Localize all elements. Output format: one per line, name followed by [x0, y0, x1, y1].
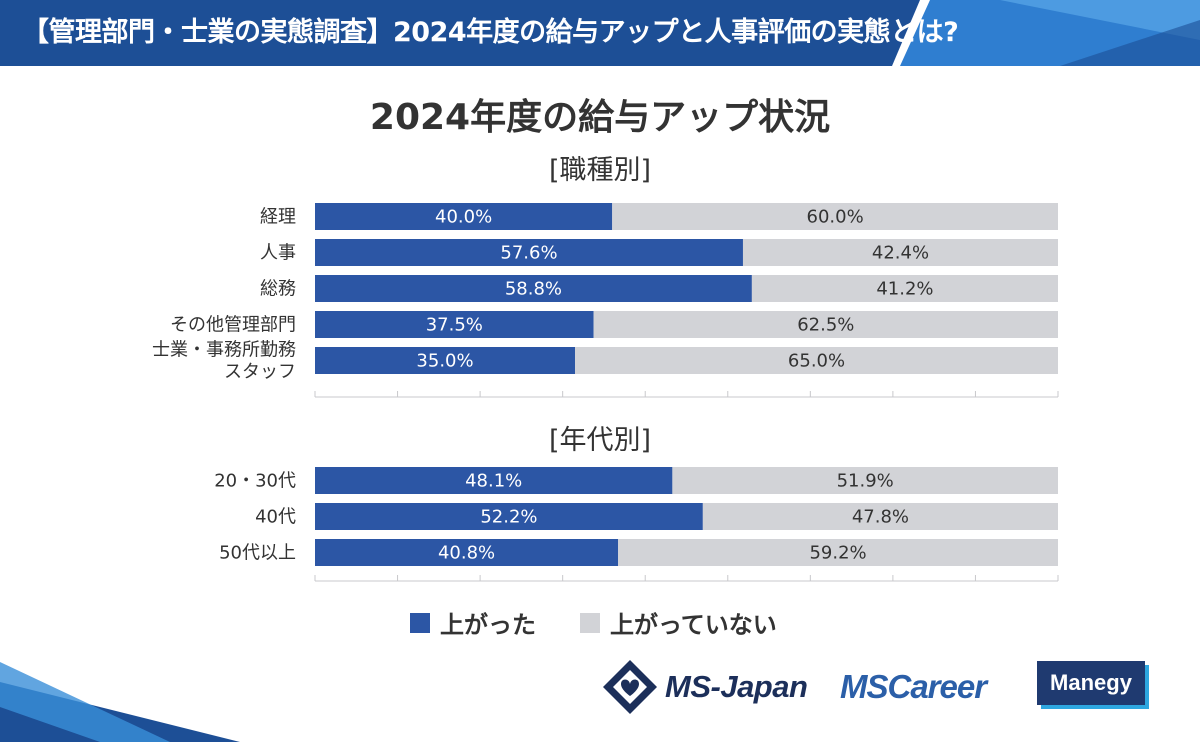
data-label-not-raised: 65.0% — [788, 351, 845, 372]
bar-segment-not-raised — [751, 275, 1058, 302]
legend-swatch-raised — [410, 612, 430, 633]
category-label: 人事 — [260, 243, 296, 264]
header-banner — [0, 0, 1200, 66]
data-label-raised: 35.0% — [416, 351, 473, 372]
mscareer-logo: MSCareer — [840, 668, 987, 705]
legend-label-raised: 上がった — [440, 611, 536, 639]
legend-item-raised: 上がった — [410, 605, 536, 640]
bar-segment-not-raised — [575, 347, 1058, 374]
legend: 上がった 上がっていない — [410, 605, 821, 640]
bar-segment-not-raised — [618, 539, 1058, 566]
chart-title: 2024年度の給与アップ状況 — [369, 97, 831, 138]
data-label-not-raised: 59.2% — [809, 543, 866, 564]
msjapan-logo-text: MS-Japan — [665, 669, 808, 704]
category-label: 経理 — [260, 207, 296, 228]
msjapan-mark-icon — [603, 660, 657, 714]
section-heading-age: [年代別] — [548, 425, 652, 456]
data-label-not-raised: 60.0% — [807, 207, 864, 228]
bar-segment-not-raised — [593, 311, 1058, 338]
bar-segment-raised — [315, 311, 594, 338]
data-label-not-raised: 41.2% — [876, 279, 933, 300]
bar-segment-not-raised — [742, 239, 1058, 266]
data-label-raised: 37.5% — [426, 315, 483, 336]
category-label: 20・30代 — [214, 471, 296, 492]
bar-segment-raised — [315, 539, 619, 566]
bar-segment-raised — [315, 239, 743, 266]
bar-segment-raised — [315, 503, 703, 530]
data-label-raised: 52.2% — [480, 507, 537, 528]
data-label-not-raised: 51.9% — [837, 471, 894, 492]
category-label: 40代 — [255, 507, 296, 528]
bar-segment-raised — [315, 275, 752, 302]
legend-item-not-raised: 上がっていない — [580, 605, 777, 640]
data-label-not-raised: 62.5% — [797, 315, 854, 336]
data-label-raised: 57.6% — [500, 243, 557, 264]
data-label-raised: 40.0% — [435, 207, 492, 228]
bar-segment-not-raised — [612, 203, 1058, 230]
data-label-raised: 48.1% — [465, 471, 522, 492]
bar-segment-raised — [315, 467, 673, 494]
bar-segment-raised — [315, 347, 576, 374]
category-label: 50代以上 — [219, 543, 296, 564]
bar-segment-not-raised — [672, 467, 1058, 494]
legend-swatch-not-raised — [580, 612, 600, 633]
category-label: 総務 — [260, 279, 296, 300]
section-heading-occupation: [職種別] — [548, 155, 652, 186]
data-label-raised: 58.8% — [505, 279, 562, 300]
legend-label-not-raised: 上がっていない — [610, 611, 777, 639]
data-label-not-raised: 42.4% — [872, 243, 929, 264]
header-title: 【管理部門・士業の実態調査】2024年度の給与アップと人事評価の実態とは? — [22, 17, 959, 48]
msjapan-logo: MS-Japan — [601, 658, 808, 716]
category-label: その他管理部門 — [170, 315, 296, 336]
manegy-logo: Manegy — [1037, 661, 1145, 705]
bar-segment-not-raised — [702, 503, 1058, 530]
category-label: 士業・事務所勤務スタッフ — [152, 340, 296, 383]
data-label-raised: 40.8% — [438, 543, 495, 564]
data-label-not-raised: 47.8% — [852, 507, 909, 528]
bar-segment-raised — [315, 203, 613, 230]
footer-decoration — [0, 662, 240, 742]
